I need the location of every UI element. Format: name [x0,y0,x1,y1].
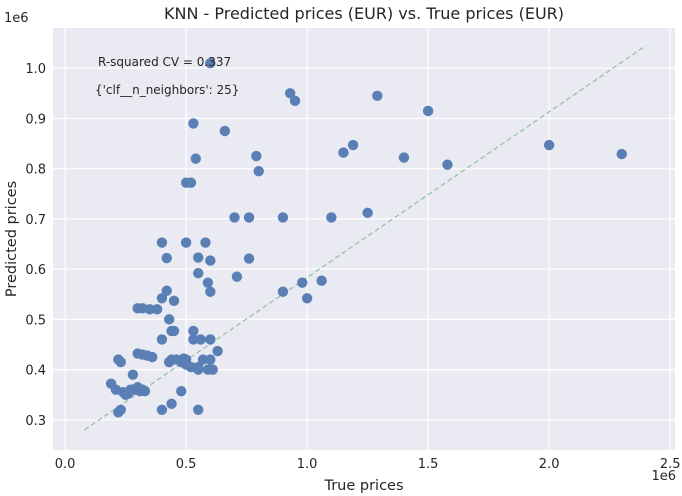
data-point [185,177,197,188]
y-tick-labels: 0.3 0.4 0.5 0.6 0.7 0.8 0.9 1.0 [25,62,46,429]
data-point [151,304,163,315]
data-point [193,361,204,373]
data-point [616,148,627,160]
data-point [301,293,313,304]
data-point [193,404,204,416]
data-point [422,105,434,117]
data-point [113,407,124,418]
data-point [219,125,231,137]
data-point [115,356,126,368]
data-point [372,90,383,102]
data-point [193,252,204,263]
data-point [202,277,214,288]
data-point [284,88,296,99]
data-point [161,252,172,264]
data-point [251,150,262,162]
data-point [176,386,187,397]
y-tick-label: 0.4 [25,364,46,379]
data-point [362,207,373,219]
x-tick-label: 1.5 [418,457,439,472]
x-axis-label: True prices [323,478,403,494]
x-tick-label: 0.0 [55,457,76,472]
data-point [229,212,240,223]
x-tick-label: 2.5 [660,457,681,472]
data-point [297,277,308,288]
data-point [442,159,453,170]
data-point [205,286,216,297]
y-tick-label: 0.3 [25,414,46,429]
data-point [231,271,243,282]
data-point [156,334,168,345]
annotation-neighbors: {'clf__n_neighbors': 25} [95,83,239,97]
data-point [166,398,177,409]
x-tick-label: 1.0 [297,457,318,472]
data-point [122,388,134,399]
data-point [197,354,209,365]
data-point [163,314,175,325]
data-point [289,95,301,107]
y-tick-label: 0.9 [25,112,46,127]
data-point [188,118,199,129]
data-point [212,345,223,357]
data-point [205,57,216,69]
x-tick-label: 0.5 [176,457,197,472]
data-point [127,369,139,380]
data-point [207,364,218,375]
data-point [134,386,146,397]
data-point [156,293,168,304]
data-point [316,275,327,286]
annotation-r-squared: R-squared CV = 0.337 [98,55,231,69]
data-point [243,212,255,223]
data-point [156,404,168,416]
data-point [156,237,168,248]
data-point [205,255,216,266]
y-offset-label: 1e6 [4,11,29,26]
data-point [195,334,206,345]
data-point [277,212,289,223]
data-points [105,57,627,418]
data-point [338,147,349,158]
x-tick-label: 2.0 [539,457,560,472]
data-point [200,237,211,248]
data-point [205,334,216,345]
chart-title: KNN - Predicted prices (EUR) vs. True pr… [164,4,564,23]
data-point [168,295,180,306]
x-offset-label: 1e6 [651,469,676,484]
y-tick-label: 1.0 [25,62,46,77]
y-tick-label: 0.5 [25,313,46,328]
grid [53,28,675,450]
data-point [326,212,337,223]
y-tick-label: 0.6 [25,263,46,278]
data-point [161,285,172,296]
data-point [205,354,216,365]
data-point [277,286,289,297]
data-point [347,139,359,151]
data-point [147,351,158,363]
data-point [193,267,204,279]
data-point [253,165,264,177]
data-point [188,325,199,337]
data-point [168,325,180,337]
y-tick-label: 0.7 [25,213,46,228]
data-point [178,353,189,364]
data-point [398,152,410,163]
data-point [180,237,192,248]
data-point [543,139,555,151]
data-point [188,334,199,345]
y-axis-label: Predicted prices [4,181,20,297]
data-point [190,153,201,164]
data-point [243,253,255,264]
x-tick-labels: 0.0 0.5 1.0 1.5 2.0 2.5 [55,457,681,472]
data-point [144,304,156,315]
y-tick-label: 0.8 [25,163,46,178]
